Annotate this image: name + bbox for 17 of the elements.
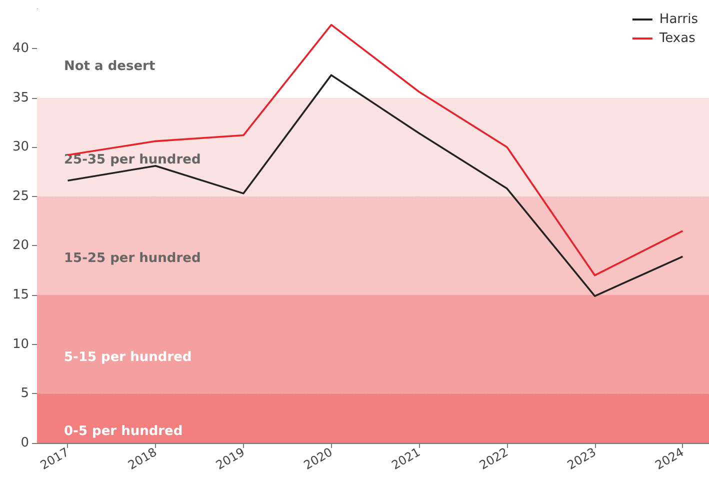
- y-tick-label: 0: [20, 436, 29, 450]
- band-label: 15-25 per hundred: [64, 251, 201, 266]
- legend-label: Texas: [658, 31, 696, 46]
- band-label: 0-5 per hundred: [64, 424, 183, 439]
- legend-label: Harris: [659, 12, 698, 27]
- y-tick-label: 25: [12, 188, 29, 204]
- line-series: [66, 74, 684, 297]
- band-label: Not a desert: [64, 58, 156, 74]
- y-tick-label: 20: [12, 238, 29, 254]
- y-tick-label: 5: [20, 386, 29, 402]
- y-tick-label: 10: [12, 336, 29, 352]
- y-tick-label: 40: [12, 40, 29, 56]
- y-tick-label: 15: [12, 288, 29, 303]
- band-label: 25-35 per hundred: [64, 152, 201, 168]
- y-tick-label: 30: [12, 140, 29, 155]
- band-label: 5-15 per hundred: [64, 350, 192, 365]
- y-tick-label: 35: [12, 90, 29, 106]
